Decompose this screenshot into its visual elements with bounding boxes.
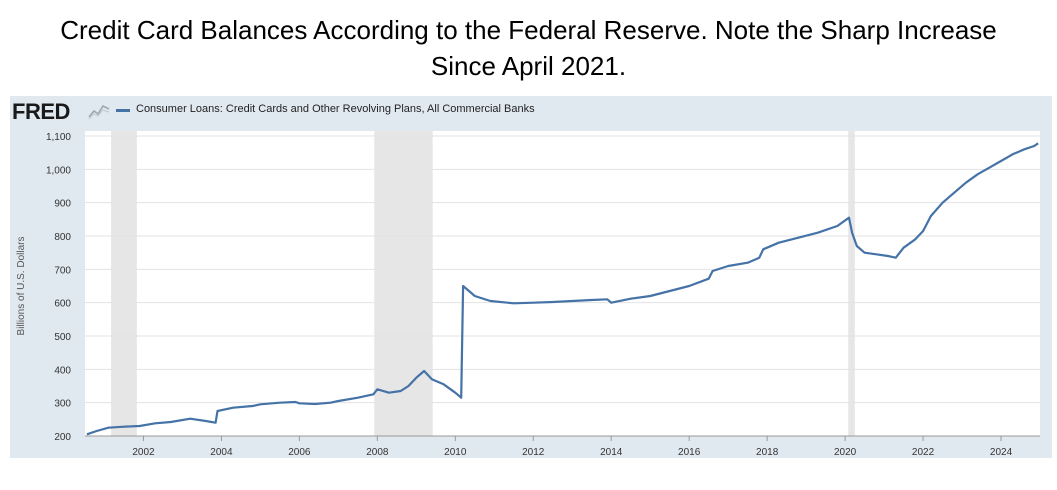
slide-title-line-2: Since April 2021. <box>430 51 627 81</box>
recession-bands <box>111 131 855 436</box>
y-tick-label: 600 <box>54 299 71 310</box>
slide-title: Credit Card Balances According to the Fe… <box>0 12 1057 84</box>
series-line <box>86 142 1039 436</box>
y-tick-label: 200 <box>54 432 71 443</box>
x-tick-label: 2022 <box>912 447 935 458</box>
y-tick-label: 800 <box>54 232 71 243</box>
x-tick-label: 2020 <box>834 447 857 458</box>
slide-title-line-1: Credit Card Balances According to the Fe… <box>60 15 997 45</box>
x-tick-label: 2006 <box>288 447 311 458</box>
legend-swatch <box>116 109 130 112</box>
x-tick-label: 2024 <box>990 447 1013 458</box>
y-tick-labels: 200 300 400 500 600 700 800 900 1,000 1,100 <box>46 132 71 443</box>
recession-band <box>848 131 855 436</box>
x-tick-label: 2002 <box>132 447 155 458</box>
recession-band <box>111 131 137 436</box>
y-tick-label: 700 <box>54 265 71 276</box>
y-axis-label: Billions of U.S. Dollars <box>16 237 27 336</box>
x-tick-label: 2012 <box>522 447 545 458</box>
x-tick-label: 2018 <box>756 447 779 458</box>
x-tick-label: 2016 <box>678 447 701 458</box>
x-tick-label: 2014 <box>600 447 623 458</box>
y-tick-label: 900 <box>54 199 71 210</box>
x-tick-labels: 2002 2004 2006 2008 2010 2012 2014 2016 2018 2020… <box>85 435 1040 458</box>
legend-label: Consumer Loans: Credit Cards and Other R… <box>136 103 535 115</box>
x-tick-label: 2004 <box>210 447 233 458</box>
x-tick-label: 2010 <box>444 447 467 458</box>
y-tick-label: 400 <box>54 365 71 376</box>
y-tick-label: 1,100 <box>46 132 71 143</box>
fred-line-chart-icon <box>88 104 110 120</box>
y-tick-label: 1,000 <box>46 165 71 176</box>
series-layer <box>86 142 1039 436</box>
fred-header: FRED Consumer Loans: Credit Cards and Ot… <box>10 96 1052 126</box>
fred-logo[interactable]: FRED <box>12 99 70 124</box>
x-tick-label: 2008 <box>366 447 389 458</box>
y-tick-label: 300 <box>54 399 71 410</box>
plot-area <box>85 131 1040 436</box>
recession-band <box>374 131 433 436</box>
y-tick-label: 500 <box>54 332 71 343</box>
